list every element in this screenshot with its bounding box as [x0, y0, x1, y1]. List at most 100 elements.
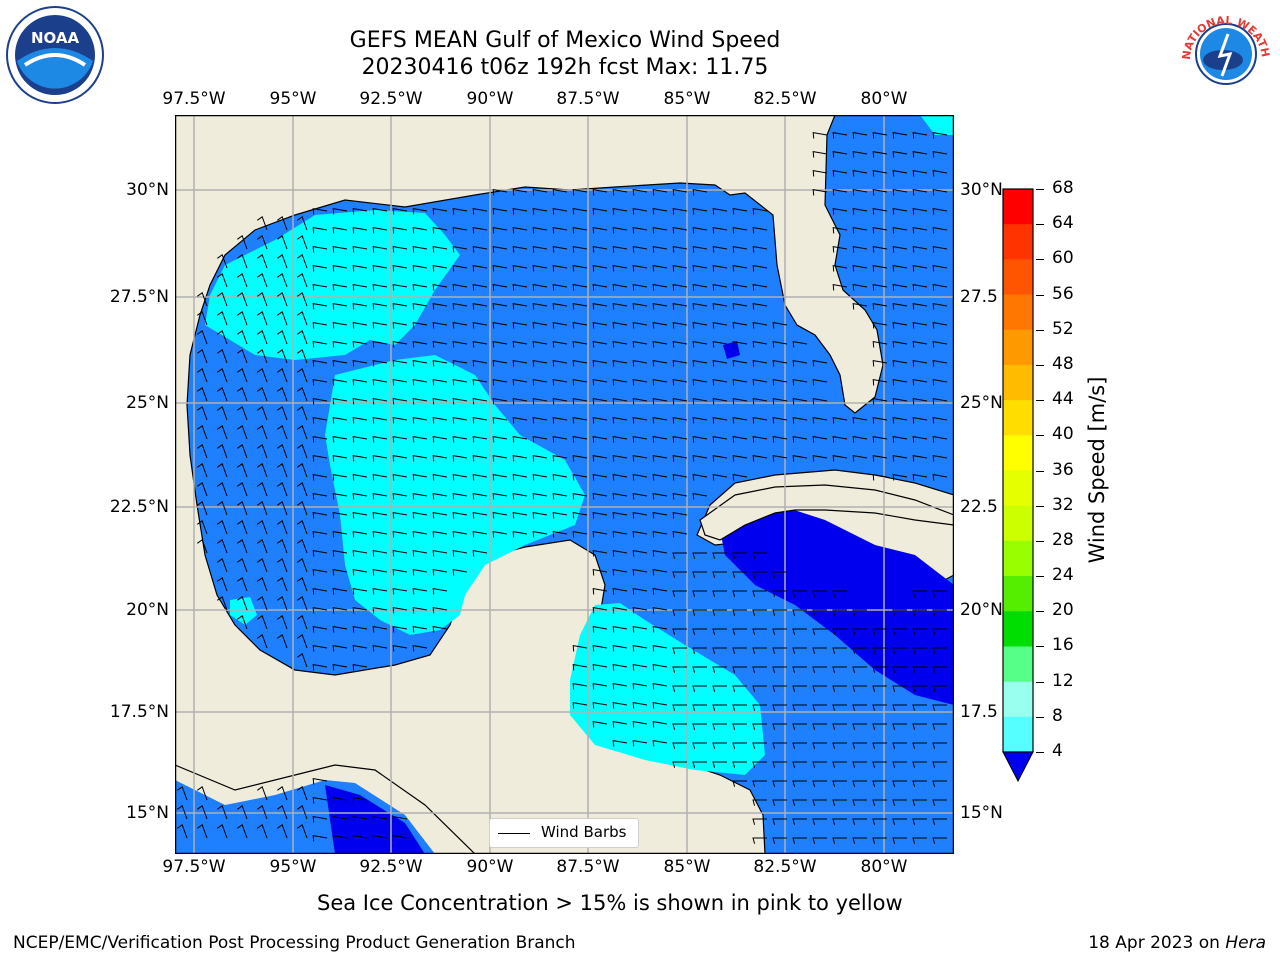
wind-barb — [197, 520, 208, 535]
wind-barb — [332, 283, 348, 291]
wind-barb — [732, 283, 748, 291]
wind-barb — [672, 264, 688, 272]
wind-barb — [632, 245, 648, 253]
colorbar-tick-mark — [1036, 716, 1044, 718]
wind-barb — [197, 292, 208, 307]
wind-barb — [452, 435, 468, 443]
wind-barb — [912, 837, 927, 844]
wind-barb — [852, 666, 867, 673]
wind-barb — [632, 587, 648, 595]
wind-barb — [432, 397, 448, 405]
wind-barb — [472, 416, 488, 424]
wind-barb — [732, 435, 748, 443]
lat-label: 20°N — [126, 600, 169, 620]
colorbar-extend-arrow — [1002, 751, 1034, 783]
wind-barb — [752, 837, 767, 844]
wind-barb — [412, 473, 428, 481]
wind-barb — [612, 435, 628, 443]
wind-barb — [572, 188, 588, 196]
wind-barb — [512, 302, 528, 310]
lon-label: 85°W — [663, 857, 711, 877]
wind-barb — [752, 818, 767, 825]
wind-barb — [197, 406, 208, 421]
lat-label: 15°N — [126, 803, 169, 823]
wind-barb — [872, 378, 888, 386]
wind-barb — [372, 226, 388, 234]
cuba — [699, 484, 954, 541]
wind-barb — [237, 596, 248, 611]
wind-barb — [312, 587, 328, 595]
wind-barb — [732, 628, 747, 635]
wind-barb — [692, 666, 707, 673]
wind-barb — [712, 473, 728, 481]
wind-barb — [872, 742, 887, 749]
wind-barb — [472, 340, 488, 348]
wind-barb — [712, 761, 727, 768]
wind-barb — [872, 647, 887, 654]
wind-barb — [612, 454, 628, 462]
wind-barb — [872, 435, 888, 443]
wind-barb — [372, 606, 388, 614]
wind-barb — [932, 647, 947, 654]
wind-barb — [752, 340, 768, 348]
colorbar-tick-mark — [1036, 189, 1044, 190]
wind-barb — [592, 663, 608, 671]
wind-barb — [932, 723, 947, 730]
lat-label: 30°N — [960, 180, 1003, 200]
wind-barb — [592, 511, 608, 519]
lat-label: 17.5°N — [109, 702, 169, 722]
wind-barb — [257, 387, 268, 402]
wind-barb — [772, 704, 787, 711]
wind-barb — [892, 207, 908, 215]
colorbar-label: Wind Speed [m/s] — [1085, 376, 1109, 564]
wind-barb — [392, 549, 408, 557]
wind-barb — [257, 482, 268, 497]
wind-barb — [297, 425, 308, 440]
wind-barb — [872, 150, 888, 158]
wind-barb — [297, 805, 308, 820]
wind-barb — [472, 378, 488, 386]
wind-barb — [412, 511, 428, 519]
wind-barb — [912, 131, 928, 139]
wind-barb — [372, 207, 388, 215]
wind-barb — [812, 837, 827, 844]
wind-barb — [612, 587, 628, 595]
colorbar-tick-mark — [1036, 505, 1044, 507]
wind-barb — [852, 761, 867, 768]
wind-barb — [592, 359, 608, 367]
wind-barb — [432, 549, 448, 557]
lat-label: 22.5°N — [109, 497, 169, 517]
wind-barb — [452, 454, 468, 462]
wind-barb — [632, 264, 648, 272]
wind-barb — [892, 685, 907, 692]
wind-barb — [352, 473, 368, 481]
colorbar-tick-label: 32 — [1052, 494, 1074, 515]
lat-label: 25°N — [960, 393, 1003, 413]
wind-barb — [732, 454, 748, 462]
wind-barb — [217, 805, 228, 820]
wind-barb — [592, 473, 608, 481]
wind-barb — [197, 786, 208, 801]
wind-barb — [752, 742, 767, 749]
wind-barb — [752, 571, 767, 578]
wind-barb — [712, 552, 727, 559]
wind-barb — [392, 606, 408, 614]
wind-barb — [592, 378, 608, 386]
wind-barb — [652, 207, 668, 215]
wind-barb — [572, 682, 588, 690]
wind-barb — [452, 416, 468, 424]
colorbar-tick-label: 8 — [1052, 705, 1063, 726]
wind-barb — [672, 378, 688, 386]
wind-barb — [812, 397, 828, 405]
wind-barb — [852, 704, 867, 711]
wind-barb — [752, 283, 768, 291]
wind-barb — [492, 378, 508, 386]
wind-barb — [932, 150, 948, 158]
wind-barb — [872, 837, 887, 844]
wind-barb — [472, 454, 488, 462]
wind-barb — [772, 761, 787, 768]
wind-barb — [692, 552, 707, 559]
wind-barb — [832, 609, 847, 616]
wind-barb — [572, 663, 588, 671]
wind-barb — [732, 609, 747, 616]
